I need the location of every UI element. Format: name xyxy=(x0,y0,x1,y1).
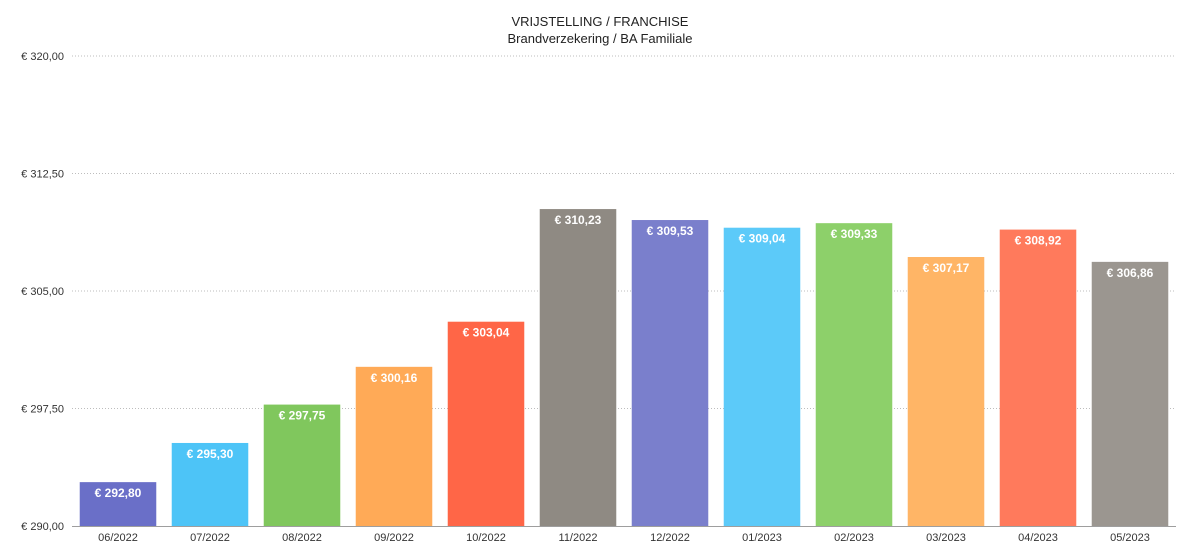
bar xyxy=(263,404,341,526)
chart-subtitle: Brandverzekering / BA Familiale xyxy=(507,31,693,46)
bar xyxy=(1091,261,1169,526)
data-label: € 310,23 xyxy=(555,213,602,227)
data-label: € 309,04 xyxy=(739,232,786,246)
data-label: € 303,04 xyxy=(463,326,510,340)
bar xyxy=(815,223,893,526)
bar xyxy=(907,257,985,526)
bar xyxy=(631,220,709,526)
data-label: € 297,75 xyxy=(279,409,326,423)
y-tick-label: € 305,00 xyxy=(21,286,64,298)
x-tick-label: 09/2022 xyxy=(374,532,414,544)
data-label: € 306,86 xyxy=(1107,266,1154,280)
data-label: € 308,92 xyxy=(1015,234,1062,248)
x-tick-label: 11/2022 xyxy=(559,532,598,544)
data-label: € 307,17 xyxy=(923,261,970,275)
x-tick-label: 04/2023 xyxy=(1018,532,1058,544)
x-tick-label: 01/2023 xyxy=(742,532,782,544)
y-tick-label: € 320,00 xyxy=(21,51,64,63)
bar xyxy=(723,227,801,526)
bar xyxy=(355,366,433,526)
x-tick-label: 08/2022 xyxy=(282,532,322,544)
data-label: € 292,80 xyxy=(95,486,142,500)
x-tick-label: 07/2022 xyxy=(190,532,230,544)
x-tick-label: 05/2023 xyxy=(1110,532,1150,544)
bar xyxy=(79,482,157,526)
bar xyxy=(999,229,1077,526)
bar xyxy=(539,209,617,526)
bar xyxy=(171,442,249,526)
x-tick-label: 12/2022 xyxy=(650,532,690,544)
chart-title: VRIJSTELLING / FRANCHISE xyxy=(511,14,689,29)
y-tick-label: € 290,00 xyxy=(21,521,64,533)
x-tick-label: 03/2023 xyxy=(926,532,966,544)
data-label: € 309,33 xyxy=(831,227,878,241)
data-label: € 300,16 xyxy=(371,371,418,385)
x-tick-label: 06/2022 xyxy=(98,532,138,544)
data-label: € 309,53 xyxy=(647,224,694,238)
y-tick-label: € 297,50 xyxy=(21,404,64,416)
y-tick-label: € 312,50 xyxy=(21,169,64,181)
data-label: € 295,30 xyxy=(187,447,234,461)
bar xyxy=(447,321,525,526)
x-tick-label: 02/2023 xyxy=(834,532,874,544)
x-tick-label: 10/2022 xyxy=(466,532,506,544)
